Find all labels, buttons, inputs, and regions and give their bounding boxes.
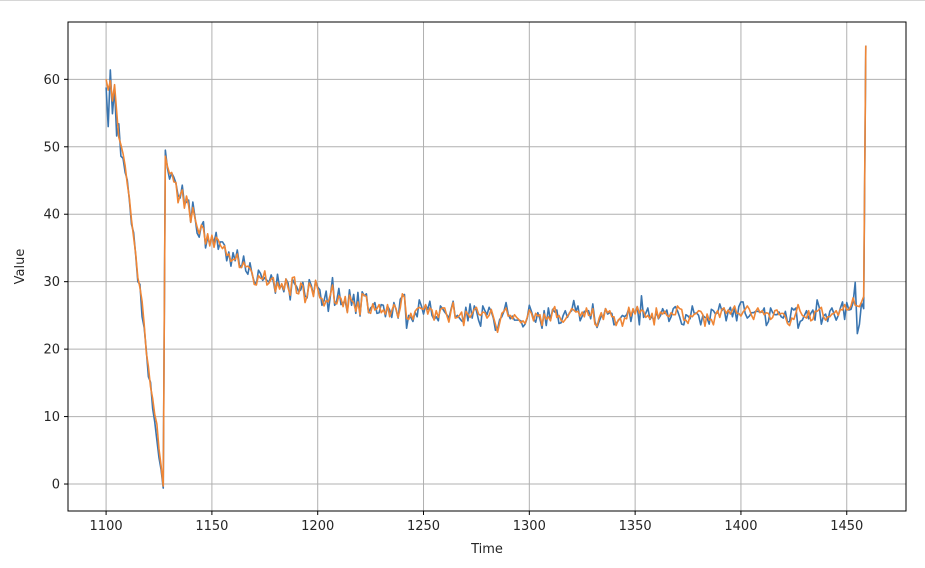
series-lines [105, 45, 867, 489]
y-tick-label: 40 [43, 208, 60, 223]
x-tick-label: 1450 [830, 519, 863, 534]
x-tick-label: 1350 [619, 519, 652, 534]
x-tick-label: 1100 [90, 519, 123, 534]
plot-frame [67, 21, 907, 512]
x-tick-label: 1150 [195, 519, 228, 534]
y-tick-label: 0 [52, 478, 60, 493]
x-tick-label: 1200 [301, 519, 334, 534]
x-axis-label: Time [470, 542, 503, 557]
y-tick-label: 60 [43, 73, 60, 88]
y-axis-label: Value [13, 249, 28, 285]
y-tick-label: 30 [43, 275, 60, 290]
series-line-2 [105, 45, 867, 487]
top-divider [0, 0, 925, 1]
y-tick-label: 20 [43, 343, 60, 358]
y-tick-label: 50 [43, 140, 60, 155]
x-tick-label: 1300 [513, 519, 546, 534]
x-tick-label: 1400 [724, 519, 757, 534]
series-line-1 [105, 45, 867, 489]
axis-ticks: 1100 1150 1200 1250 1300 1350 1400 1450 0 10 20 30 4… [43, 73, 863, 534]
y-tick-label: 10 [43, 410, 60, 425]
x-tick-label: 1250 [407, 519, 440, 534]
grid-lines [68, 22, 906, 511]
